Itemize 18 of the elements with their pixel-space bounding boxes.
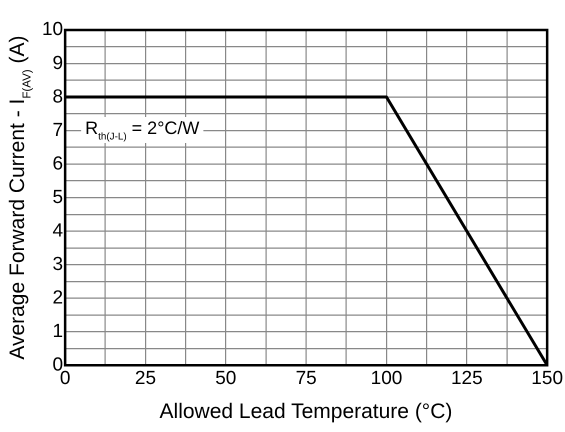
y-tick-label: 1: [52, 320, 64, 342]
x-tick-label: 50: [215, 368, 236, 389]
x-tick-label: 100: [370, 368, 402, 389]
x-tick-label: 150: [531, 368, 563, 389]
y-tick-label: 3: [52, 254, 64, 275]
y-tick-label: 8: [52, 86, 64, 108]
y-tick-label: 10: [42, 19, 64, 40]
y-tick-label: 2: [52, 287, 64, 308]
y-tick-label: 7: [52, 120, 64, 141]
y-tick-label: 4: [52, 220, 64, 242]
x-tick-label: 25: [134, 368, 156, 389]
y-tick-label: 6: [52, 153, 64, 174]
x-axis-title: Allowed Lead Temperature (°C): [160, 400, 452, 423]
y-tick-label: 5: [52, 186, 64, 208]
y-tick-label: 9: [52, 52, 64, 74]
y-axis-title: Average Forward Current - IF(AV) (A): [6, 36, 34, 360]
x-tick-label: 125: [450, 368, 483, 389]
x-tick-label: 75: [296, 368, 317, 389]
